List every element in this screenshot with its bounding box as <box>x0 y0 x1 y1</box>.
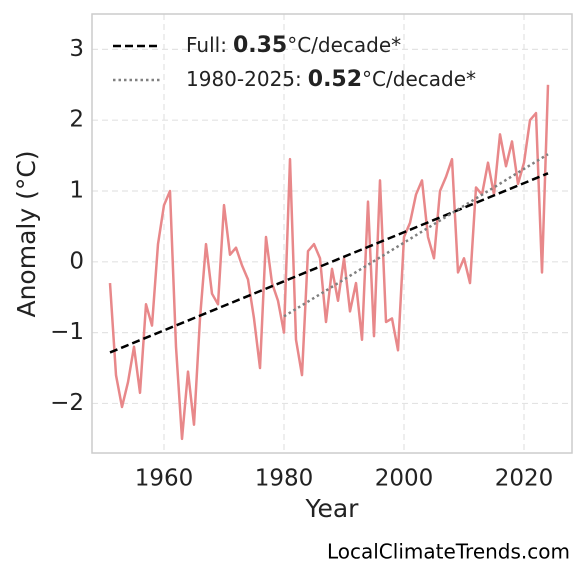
legend-unit: °C/decade* <box>287 33 401 57</box>
data-line <box>108 84 550 441</box>
trend-line <box>283 153 549 318</box>
legend-label: 1980-2025: 0.52°C/decade* <box>186 67 476 93</box>
source: LocalClimateTrends.com <box>327 540 570 564</box>
x-tick-label: 1960 <box>135 466 194 492</box>
y-tick-label: 1 <box>69 178 84 204</box>
y-axis-label: Anomaly (°C) <box>12 150 41 317</box>
legend-label: Full: 0.35°C/decade* <box>186 33 401 59</box>
plot-frame <box>91 13 573 454</box>
x-tick-label: 2000 <box>375 466 434 492</box>
x-tick-label: 2020 <box>495 466 554 492</box>
y-tick-label: 2 <box>69 107 84 133</box>
x-axis-label: Year <box>305 494 360 523</box>
y-tick-label: −2 <box>50 390 84 416</box>
legend-slope: 0.35 <box>233 33 287 58</box>
y-tick-label: −1 <box>50 319 84 345</box>
y-tick-label: 0 <box>69 248 84 274</box>
y-tick-label: 3 <box>69 36 84 62</box>
legend-name: Full: <box>186 33 227 57</box>
trend-line <box>109 172 549 354</box>
legend-name: 1980-2025: <box>186 67 302 91</box>
x-tick-label: 1980 <box>255 466 314 492</box>
legend-unit: °C/decade* <box>362 67 476 91</box>
legend-slope: 0.52 <box>308 67 362 92</box>
